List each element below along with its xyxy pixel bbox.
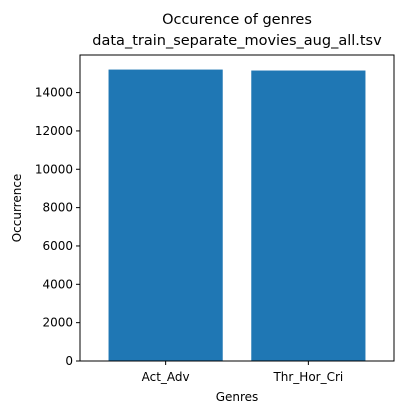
x-axis-ticks: Act_Adv Thr_Hor_Cri (142, 361, 343, 384)
x-axis-label: Genres (216, 390, 259, 404)
plot-frame (79, 54, 395, 362)
y-axis-ticks: 0 2000 4000 6000 8000 10000 12000 14000 (35, 86, 80, 368)
bar-thr-hor-cri (251, 70, 366, 361)
y-tick-label: 14000 (35, 86, 73, 100)
y-axis-label: Occurrence (10, 174, 24, 243)
y-tick-label: 10000 (35, 162, 73, 176)
y-tick-label: 12000 (35, 124, 73, 138)
x-tick-label: Thr_Hor_Cri (272, 370, 343, 384)
bar-act-adv (108, 69, 223, 362)
x-tick-label: Act_Adv (142, 370, 190, 384)
y-tick-label: 0 (65, 354, 73, 368)
y-tick-label: 2000 (42, 316, 73, 330)
chart-title: Occurence of genres (162, 12, 312, 28)
y-tick-label: 6000 (42, 239, 73, 253)
y-tick-label: 4000 (42, 277, 73, 291)
bars (108, 69, 366, 362)
chart-subtitle: data_train_separate_movies_aug_all.tsv (92, 33, 382, 49)
y-tick-label: 8000 (42, 201, 73, 215)
